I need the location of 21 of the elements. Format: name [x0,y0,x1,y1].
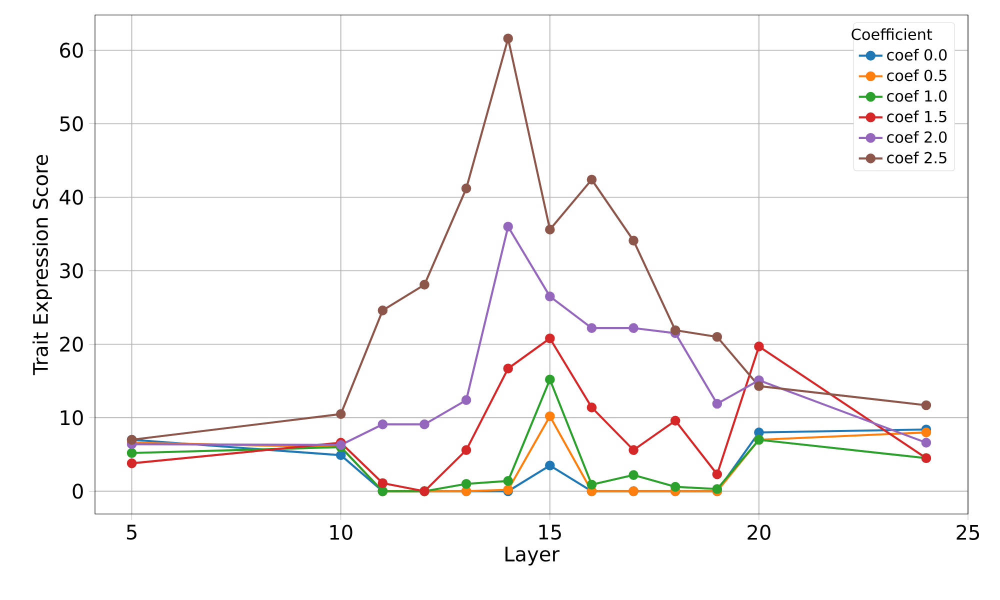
legend-label: coef 2.5 [887,152,946,164]
legend-label: coef 1.5 [887,110,946,122]
x-tick-label: 5 [126,524,136,540]
y-tick-label: 30 [60,263,83,278]
legend-label: coef 1.0 [887,90,947,102]
legend-title: Coefficient [852,28,932,40]
y-tick-label: 50 [60,116,83,132]
x-tick-label: 10 [330,524,352,540]
x-tick-label: 15 [539,524,561,540]
x-axis-title: Layer [506,546,560,566]
y-tick-label: 40 [60,190,83,205]
legend-label: coef 0.0 [887,48,947,61]
legend-label: coef 0.5 [887,69,946,82]
y-tick-label: 60 [60,42,83,58]
y-tick-label: 0 [72,484,83,499]
y-axis-title: Trait Expression Score [32,154,52,376]
x-tick-label: 20 [748,524,770,540]
y-tick-label: 20 [60,336,83,352]
x-tick-label: 25 [956,524,980,540]
y-tick-label: 10 [60,410,83,426]
legend-label: coef 2.0 [887,131,947,143]
